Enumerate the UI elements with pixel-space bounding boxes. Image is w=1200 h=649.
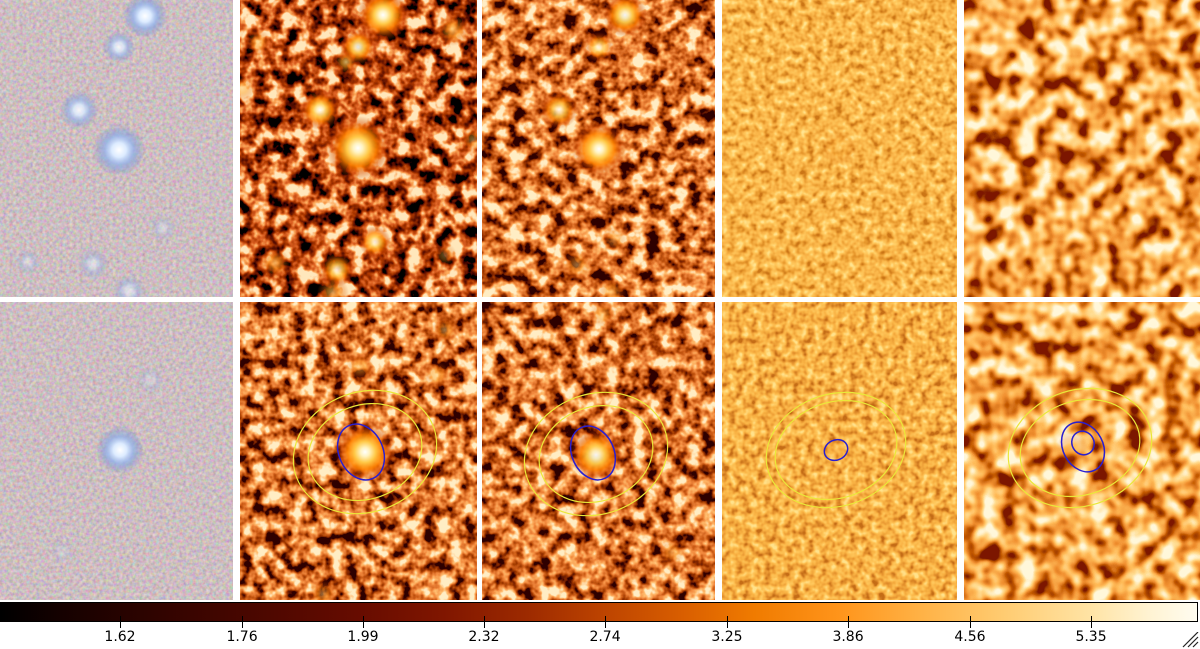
aperture-ellipse[interactable] xyxy=(751,375,921,525)
source-glow xyxy=(60,91,98,129)
image-tile-row2-col3-with-apertures-image xyxy=(482,302,715,600)
aperture-ellipse[interactable] xyxy=(1007,384,1152,511)
colorbar-tick xyxy=(848,616,850,628)
colorbar-tick xyxy=(969,616,971,628)
source-glow xyxy=(584,32,614,62)
colorbar-tick-label: 2.74 xyxy=(589,629,621,645)
image-tile-row2-col3-with-apertures[interactable] xyxy=(482,302,715,600)
source-glow xyxy=(357,0,409,41)
image-tile-row1-col2-image xyxy=(240,0,477,297)
colorbar-tick-label: 3.25 xyxy=(711,629,743,645)
source-glow xyxy=(260,248,290,278)
source-region-ellipse[interactable] xyxy=(1053,415,1113,480)
image-tile-row2-col4-with-apertures[interactable] xyxy=(722,302,957,600)
source-glow xyxy=(309,580,337,600)
colorbar-tick xyxy=(605,616,607,628)
image-tile-row1-col1-color-composite-image xyxy=(0,0,233,297)
aperture-ellipse[interactable] xyxy=(507,373,685,536)
image-tile-row1-col2[interactable] xyxy=(240,0,477,297)
colorbar-gradient[interactable] xyxy=(0,602,1198,622)
source-glow xyxy=(572,122,626,176)
source-glow xyxy=(50,540,74,564)
source-glow xyxy=(590,302,616,327)
source-glow xyxy=(317,277,349,297)
source-glow xyxy=(240,75,255,101)
source-region-ellipse[interactable] xyxy=(562,419,624,488)
source-glow xyxy=(562,250,592,280)
source-glow xyxy=(359,226,391,258)
aperture-ellipse[interactable] xyxy=(525,390,666,518)
source-region-ellipse[interactable] xyxy=(821,436,851,464)
aperture-ellipse[interactable] xyxy=(294,388,435,516)
image-tile-row1-col3-image xyxy=(482,0,715,297)
image-tile-row2-col5-with-apertures-image xyxy=(964,302,1200,600)
source-glow xyxy=(16,250,40,274)
image-tile-row2-col1-color-composite-image xyxy=(0,302,233,600)
colorbar-tick-label: 5.35 xyxy=(1075,629,1107,645)
source-region-ellipse[interactable] xyxy=(329,416,393,487)
colorbar-tick xyxy=(242,616,244,628)
colorbar-tick-label: 2.32 xyxy=(468,629,500,645)
colorbar-tick-label: 1.99 xyxy=(347,629,379,645)
colorbar-tick xyxy=(726,616,728,628)
image-tile-row2-col2-with-apertures[interactable] xyxy=(240,302,477,600)
source-glow xyxy=(335,422,395,482)
colorbar-tick xyxy=(363,616,364,628)
source-glow xyxy=(96,426,144,474)
source-glow xyxy=(334,50,358,74)
image-tile-row2-col2-with-apertures-image xyxy=(240,302,477,600)
source-region-ellipse[interactable] xyxy=(1068,427,1099,459)
image-tile-row2-col1-color-composite[interactable] xyxy=(0,302,233,600)
source-glow xyxy=(93,124,145,176)
source-glow xyxy=(821,130,857,166)
aperture-ellipse[interactable] xyxy=(276,371,454,534)
source-glow xyxy=(570,429,622,481)
source-glow xyxy=(245,29,271,55)
source-glow xyxy=(150,215,176,241)
source-glow xyxy=(113,275,145,297)
image-tile-row1-col4-image xyxy=(722,0,957,297)
source-glow xyxy=(598,278,626,297)
image-tile-row1-col1-color-composite[interactable] xyxy=(0,0,233,297)
resize-grip-icon[interactable] xyxy=(1182,632,1199,648)
source-glow xyxy=(601,227,627,253)
image-tile-row1-col5-image xyxy=(964,0,1200,297)
aperture-ellipse[interactable] xyxy=(762,385,910,515)
colorbar-tick xyxy=(1091,616,1093,628)
colorbar-tick-label: 4.56 xyxy=(954,629,986,645)
source-glow xyxy=(136,366,164,394)
source-glow xyxy=(103,31,135,63)
source-glow xyxy=(1056,432,1088,464)
image-tile-row1-col5[interactable] xyxy=(964,0,1200,297)
source-glow xyxy=(603,0,647,37)
source-glow xyxy=(437,14,469,46)
source-glow xyxy=(433,243,457,267)
colorbar-tick-label: 3.86 xyxy=(832,629,864,645)
source-glow xyxy=(460,127,477,153)
aperture-ellipse[interactable] xyxy=(993,370,1168,525)
colorbar-tick-label: 1.76 xyxy=(226,629,258,645)
image-tile-row2-col4-with-apertures-image xyxy=(722,302,957,600)
image-tile-row1-col4[interactable] xyxy=(722,0,957,297)
source-glow xyxy=(78,249,108,279)
source-glow xyxy=(123,0,167,38)
source-glow xyxy=(326,116,390,180)
colorbar-tick-label: 1.62 xyxy=(104,629,136,645)
source-glow xyxy=(346,353,374,381)
colorbar-tick xyxy=(120,616,121,628)
colorbar-tick xyxy=(483,616,485,628)
image-tile-row2-col5-with-apertures[interactable] xyxy=(964,302,1200,600)
source-glow xyxy=(424,362,450,388)
source-glow xyxy=(300,90,340,130)
colorbar: 1.62 1.76 1.99 2.32 2.74 3.25 3.86 4.56 5.35 xyxy=(0,600,1200,649)
image-tile-row1-col3[interactable] xyxy=(482,0,715,297)
source-glow xyxy=(432,317,458,343)
source-glow xyxy=(540,91,578,129)
source-glow xyxy=(659,539,685,565)
